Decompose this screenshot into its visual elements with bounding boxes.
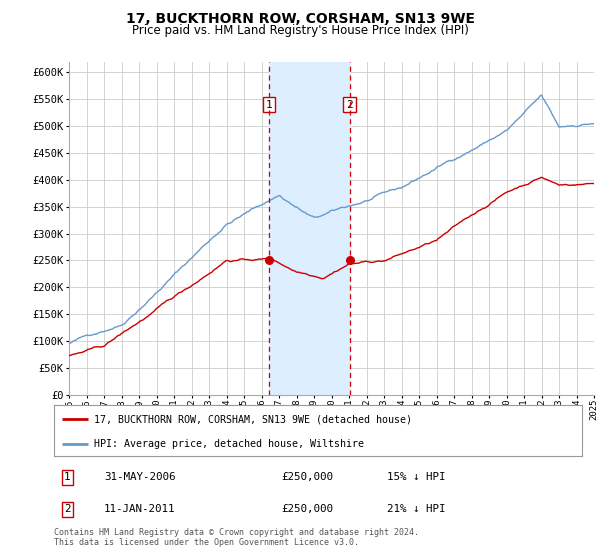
Text: £250,000: £250,000 (281, 472, 333, 482)
Text: 21% ↓ HPI: 21% ↓ HPI (386, 505, 445, 515)
Text: 2: 2 (346, 100, 353, 110)
Text: 15% ↓ HPI: 15% ↓ HPI (386, 472, 445, 482)
Text: 1: 1 (265, 100, 272, 110)
Text: 1: 1 (64, 472, 70, 482)
Text: 11-JAN-2011: 11-JAN-2011 (104, 505, 176, 515)
Text: HPI: Average price, detached house, Wiltshire: HPI: Average price, detached house, Wilt… (94, 438, 364, 449)
Text: 17, BUCKTHORN ROW, CORSHAM, SN13 9WE: 17, BUCKTHORN ROW, CORSHAM, SN13 9WE (125, 12, 475, 26)
Text: 2: 2 (64, 505, 70, 515)
Text: Contains HM Land Registry data © Crown copyright and database right 2024.
This d: Contains HM Land Registry data © Crown c… (54, 528, 419, 547)
Text: £250,000: £250,000 (281, 505, 333, 515)
Bar (269, 62, 350, 395)
Text: 31-MAY-2006: 31-MAY-2006 (104, 472, 176, 482)
Text: 17, BUCKTHORN ROW, CORSHAM, SN13 9WE (detached house): 17, BUCKTHORN ROW, CORSHAM, SN13 9WE (de… (94, 414, 412, 424)
Text: Price paid vs. HM Land Registry's House Price Index (HPI): Price paid vs. HM Land Registry's House … (131, 24, 469, 36)
